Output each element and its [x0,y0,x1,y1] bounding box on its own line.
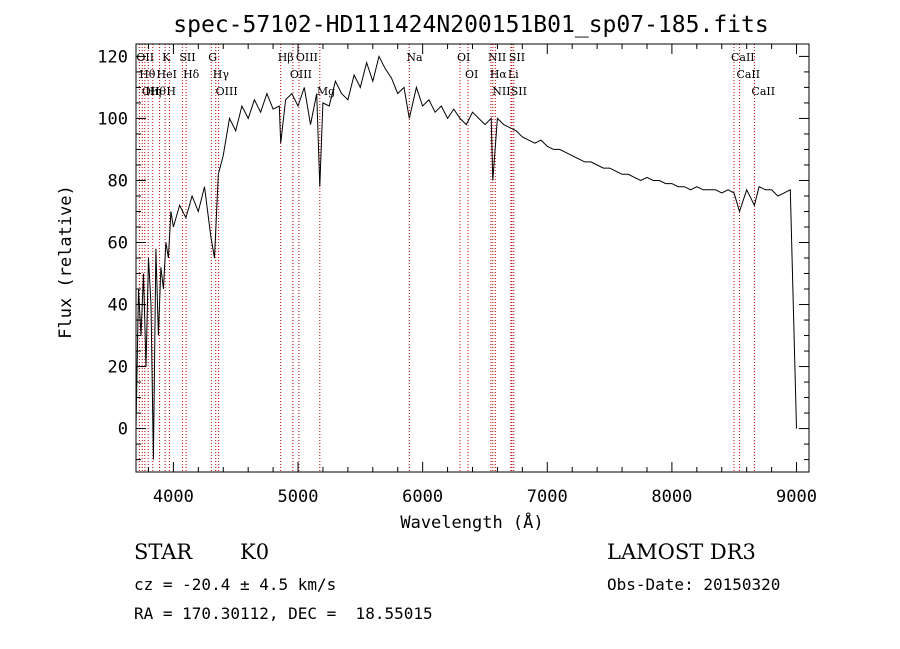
line-label-6: K [162,51,171,64]
x-axis-ticks: 4000 5000 6000 7000 8000 9000 [147,44,817,507]
object-subclass: K0 [240,540,270,564]
line-label-21: Hα [490,68,508,81]
x-tick-label-4: 8000 [651,487,692,507]
spectral-line-labels: OIIHθOIIHηHθHeIKHSIIHδGHγOIIIHβOIIIOIIIM… [136,51,775,98]
y-tick-label-3: 60 [108,233,128,253]
obs-date: Obs-Date: 20150320 [607,575,781,594]
object-class: STAR [134,540,193,564]
plot-frame [135,43,810,473]
y-tick-label-4: 80 [108,171,128,191]
line-label-24: SII [509,51,525,64]
line-label-12: OIII [216,85,238,98]
line-label-16: Mg [317,85,335,98]
line-label-10: G [208,51,217,64]
line-label-5: HeI [157,68,177,81]
y-tick-label-2: 40 [108,296,128,316]
y-axis-label: Flux (relative) [56,185,76,339]
line-label-11: Hγ [213,68,230,81]
line-label-18: OI [457,51,470,64]
y-tick-label-0: 0 [118,420,128,440]
coordinates-text: RA = 170.30112, DEC = 18.55015 [134,604,433,623]
line-label-4: Hθ [150,85,167,98]
line-label-14: OIII [290,68,312,81]
line-label-0: OII [136,51,154,64]
x-tick-label-5: 9000 [776,487,817,507]
x-tick-label-3: 7000 [527,487,568,507]
x-tick-label-0: 4000 [153,487,194,507]
spectral-line-markers [138,44,755,472]
line-label-27: CaII [736,68,760,81]
line-label-19: OI [465,68,478,81]
y-axis-ticks: 0 20 40 60 80 100 120 [97,47,809,461]
line-label-25: SII [511,85,527,98]
line-label-22: NII [492,85,510,98]
spectrum-line [135,54,797,460]
line-label-3: Hη [145,85,161,98]
line-label-1: Hθ [139,68,156,81]
y-tick-label-5: 100 [97,109,128,129]
chart-title: spec-57102-HD111424N200151B01_sp07-185.f… [173,12,768,38]
line-label-26: CaII [731,51,755,64]
line-label-28: CaII [751,85,775,98]
x-axis-label: Wavelength (Å) [400,511,543,533]
velocity-text: cz = -20.4 ± 4.5 km/s [134,575,337,594]
line-label-17: Na [406,51,423,64]
survey-name: LAMOST DR3 [607,540,756,564]
line-label-2: OII [142,85,160,98]
line-label-20: NII [488,51,506,64]
line-label-7: H [166,85,176,98]
y-tick-label-1: 20 [108,358,128,378]
line-label-13: Hβ [278,51,294,64]
line-label-15: OIII [296,51,318,64]
line-label-9: Hδ [183,68,200,81]
line-label-8: SII [179,51,195,64]
line-label-23: Li [508,68,519,81]
y-tick-label-6: 120 [97,47,128,67]
x-tick-label-1: 5000 [278,487,319,507]
x-tick-label-2: 6000 [402,487,443,507]
